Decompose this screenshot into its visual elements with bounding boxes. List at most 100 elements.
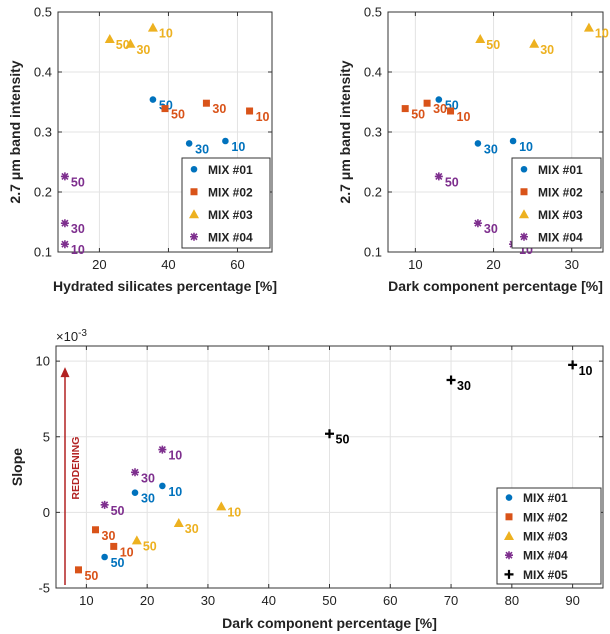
point-label: 50 xyxy=(111,504,125,518)
series-2: 50 30 10 xyxy=(74,526,134,583)
data-point xyxy=(435,96,443,103)
data-point xyxy=(504,569,514,579)
legend-entry: MIX #03 xyxy=(208,208,253,222)
point-label: 50 xyxy=(445,175,459,189)
x-axis-label: Dark component percentage [%] xyxy=(222,615,437,631)
series-3: 50 30 10 xyxy=(104,22,173,57)
y-tick-label: 0.5 xyxy=(34,5,52,20)
data-point xyxy=(100,500,109,509)
x-axis-label: Hydrated silicates percentage [%] xyxy=(53,278,277,294)
data-point xyxy=(74,566,82,574)
data-point xyxy=(125,38,136,48)
data-point xyxy=(92,526,100,534)
x-tick-label: 20 xyxy=(486,257,500,272)
point-label: 10 xyxy=(159,27,173,41)
chart-3: 10 20 30 40 50 60 70 80 90 -5 0 5 10 Dark component p… xyxy=(9,328,604,631)
point-label: 50 xyxy=(71,175,85,189)
legend: MIX #01 MIX #02 MIX #03 MIX #04 MIX #05 xyxy=(496,487,602,585)
point-label: 30 xyxy=(141,471,155,485)
chart-2: 10 20 30 0.1 0.2 0.3 0.4 0.5 Dark component perc… xyxy=(337,5,609,295)
point-label: 30 xyxy=(185,522,199,536)
y-axis-label: 2.7 μm band intensity xyxy=(337,60,353,203)
point-label: 30 xyxy=(484,222,498,236)
y-tick-label: 0 xyxy=(43,505,50,520)
point-label: 10 xyxy=(595,27,609,41)
data-point xyxy=(60,240,69,249)
data-point xyxy=(520,232,528,241)
legend-box xyxy=(181,157,271,249)
point-label: 30 xyxy=(195,142,209,156)
data-point xyxy=(474,140,482,147)
series-5: 50 30 10 xyxy=(325,360,593,447)
data-point xyxy=(475,34,486,43)
point-label: 10 xyxy=(231,140,245,154)
data-point xyxy=(202,99,210,107)
point-label: 50 xyxy=(84,569,98,583)
series-4: 50 30 10 xyxy=(100,445,182,518)
data-point xyxy=(447,107,455,115)
x-tick-label: 60 xyxy=(383,593,397,608)
legend-entry: MIX #01 xyxy=(523,491,568,505)
x-tick-label: 20 xyxy=(92,257,106,272)
data-point xyxy=(173,517,184,527)
legend: MIX #01 MIX #02 MIX #03 MIX #04 xyxy=(181,157,271,249)
y-tick-label: 0.3 xyxy=(34,125,52,140)
x-tick-label: 30 xyxy=(201,593,215,608)
point-label: 50 xyxy=(411,108,425,122)
data-point xyxy=(60,219,69,228)
legend-entry: MIX #03 xyxy=(523,530,568,544)
legend: MIX #01 MIX #02 MIX #03 MIX #04 xyxy=(511,157,602,249)
point-label: 30 xyxy=(141,492,155,506)
exponent-power: -3 xyxy=(78,328,87,339)
point-label: 10 xyxy=(227,505,241,519)
y-tick-label: 0.2 xyxy=(364,185,382,200)
data-point xyxy=(222,137,229,145)
point-label: 10 xyxy=(256,110,270,124)
data-point xyxy=(423,99,431,107)
point-label: 30 xyxy=(71,222,85,236)
reddening-arrow-head xyxy=(60,367,70,378)
data-point xyxy=(325,429,334,439)
data-point xyxy=(189,209,199,219)
y-tick-label: 0.4 xyxy=(34,65,52,80)
point-label: 30 xyxy=(540,43,554,57)
point-label: 30 xyxy=(102,529,116,543)
legend-entry: MIX #02 xyxy=(208,185,253,199)
data-point xyxy=(529,38,540,48)
reddening-label: REDDENING xyxy=(70,437,82,500)
point-label: 30 xyxy=(212,102,226,116)
point-label: 10 xyxy=(519,140,533,154)
data-point xyxy=(190,188,198,196)
point-label: 10 xyxy=(120,545,134,559)
point-label: 30 xyxy=(433,102,447,116)
data-point xyxy=(520,188,528,196)
data-point xyxy=(60,172,69,181)
point-label: 10 xyxy=(579,364,593,378)
point-label: 30 xyxy=(457,379,471,393)
data-point xyxy=(505,551,513,560)
legend-entry: MIX #04 xyxy=(523,549,568,563)
x-tick-label: 90 xyxy=(565,593,579,608)
chart-1: 20 40 60 0.1 0.2 0.3 0.4 0.5 Hydrated silicates … xyxy=(7,5,277,295)
series-3: 50 30 10 xyxy=(475,22,609,57)
x-tick-label: 10 xyxy=(408,257,422,272)
data-point xyxy=(505,513,513,521)
y-axis-label: 2.7 μm band intensity xyxy=(7,60,23,203)
legend-entry: MIX #05 xyxy=(523,568,568,582)
x-tick-label: 60 xyxy=(230,257,244,272)
point-label: 50 xyxy=(171,108,185,122)
x-tick-label: 80 xyxy=(505,593,519,608)
data-point xyxy=(505,494,513,501)
data-point xyxy=(190,232,198,241)
x-tick-label: 10 xyxy=(79,593,93,608)
point-label: 50 xyxy=(143,539,157,553)
point-label: 50 xyxy=(336,433,350,447)
data-point xyxy=(131,468,140,477)
data-point xyxy=(519,209,529,219)
point-label: 10 xyxy=(168,485,182,499)
data-point xyxy=(473,219,482,228)
data-point xyxy=(101,553,108,561)
y-tick-label: -5 xyxy=(38,581,50,596)
legend-entry: MIX #04 xyxy=(538,230,583,244)
